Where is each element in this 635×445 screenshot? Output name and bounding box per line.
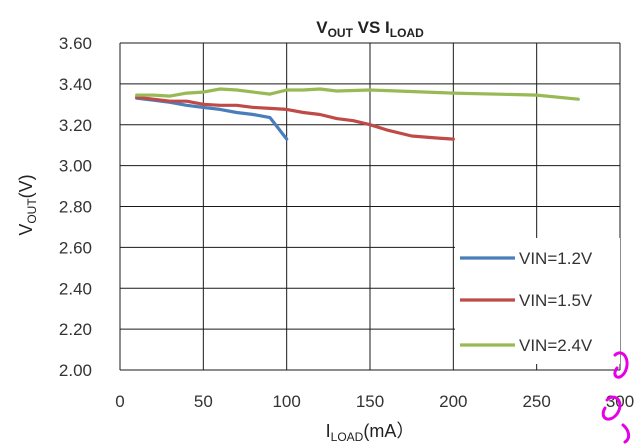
chart-title-mid-sub: LOAD (390, 26, 424, 40)
series-line-3 (135, 87, 580, 101)
x-tick-labels: 0 50 100 150 200 250 300 (115, 392, 634, 411)
y-tick-labels: 2.00 2.20 2.40 2.60 2.80 3.00 3.20 3.40 3.60 (59, 34, 92, 380)
watermark-icon (601, 351, 631, 444)
y-tick-label: 2.20 (59, 320, 92, 339)
y-tick-label: 2.80 (59, 198, 92, 217)
y-tick-label: 2.60 (59, 238, 92, 257)
x-axis-label-main: I (326, 421, 331, 441)
chart-title-main-sub: OUT (328, 26, 354, 40)
x-tick-label: 0 (115, 392, 124, 411)
y-axis-label-main: V (16, 224, 36, 236)
x-axis-label-rest: (mA） (363, 421, 414, 441)
y-axis-label-sub: OUT (25, 198, 39, 224)
legend-label-1: VIN=1.2V (519, 249, 593, 268)
x-axis-label-sub: LOAD (331, 430, 364, 444)
x-tick-label: 250 (522, 392, 550, 411)
y-axis-label: VOUT(V) (16, 174, 39, 235)
chart-title-mid: VS I (353, 18, 390, 37)
x-axis-label: ILOAD(mA） (326, 421, 415, 444)
legend-label-2: VIN=1.5V (519, 291, 593, 310)
y-axis-label-rest: (V) (16, 174, 36, 198)
legend: VIN=1.2V VIN=1.5V VIN=2.4V (455, 238, 620, 364)
y-tick-label: 2.00 (59, 361, 92, 380)
chart-title: VOUT VS ILOAD (316, 18, 424, 40)
grid (119, 42, 621, 371)
x-tick-label: 50 (194, 392, 213, 411)
y-tick-label: 3.60 (59, 34, 92, 53)
x-tick-label: 100 (272, 392, 300, 411)
y-tick-label: 2.40 (59, 279, 92, 298)
y-tick-label: 3.00 (59, 157, 92, 176)
series-lines (135, 87, 580, 141)
x-tick-label: 150 (356, 392, 384, 411)
legend-label-3: VIN=2.4V (519, 336, 593, 355)
y-tick-label: 3.20 (59, 116, 92, 135)
chart-title-main: V (316, 18, 328, 37)
x-tick-label: 200 (439, 392, 467, 411)
y-tick-label: 3.40 (59, 75, 92, 94)
series-line-2 (135, 95, 455, 141)
